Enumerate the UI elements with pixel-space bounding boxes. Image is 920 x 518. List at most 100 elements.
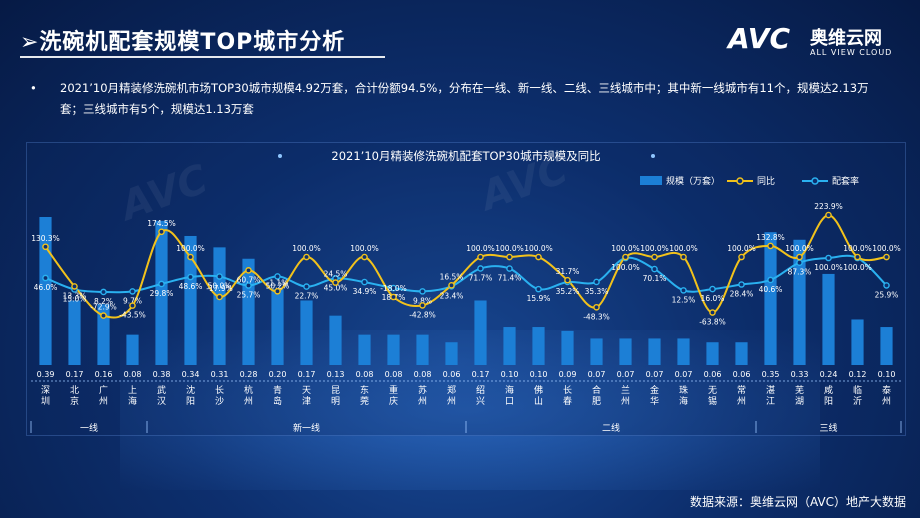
point-ratio [361,278,368,286]
logo-chinese-name: 奥维云网 [810,28,882,49]
category-label: 州 [418,396,427,407]
bar [39,217,52,365]
ratio-data-label: 12.5% [672,295,696,304]
ratio-data-label: 46.0% [34,283,58,292]
yoy-data-label: -42.8% [409,310,436,319]
category-label: 兴 [476,396,485,407]
point-yoy [274,287,281,295]
group-label: 二线 [602,422,620,434]
yoy-data-label: 100.0% [350,244,379,253]
category-label: 州 [244,396,253,407]
point-yoy [535,253,542,261]
chart-title: 2021’10月精装修洗碗机配套TOP30城市规模及同比 [331,149,600,163]
point-yoy [738,253,745,261]
category-label: 郑 [447,384,456,396]
category-label: 州 [882,396,891,407]
logo-english-name: ALL VIEW CLOUD [810,48,893,57]
ratio-data-label: 100.0% [814,263,843,272]
page-title: ➢洗碗机配套规模TOP城市分析 [20,30,346,55]
category-label: 长 [563,384,572,396]
bar-value-label: 0.06 [733,370,751,379]
category-label: 海 [505,384,514,396]
point-yoy [593,303,600,311]
ratio-data-label: 16.0% [701,294,725,303]
category-label: 州 [737,396,746,407]
legend-label: 配套率 [832,175,859,187]
category-label: 咸 [824,384,833,396]
bar-value-label: 0.08 [356,370,374,379]
yoy-data-label: 100.0% [727,244,756,253]
yoy-data-label: 174.5% [147,219,176,228]
data-source: 数据来源：奥维云网（AVC）地产大数据 [689,495,906,509]
ratio-data-label: 25.7% [237,290,261,299]
category-label: 沂 [853,395,862,407]
legend-label: 规模（万套） [666,175,720,187]
brand-logo: AVC 奥维云网 ALL VIEW CLOUD [728,22,898,62]
bar [416,334,429,365]
yoy-data-label: -17.9% [206,284,233,293]
ratio-data-label: 22.7% [295,292,319,301]
yoy-data-label: 100.0% [640,244,669,253]
category-label: 上 [128,385,137,396]
point-yoy [680,253,687,261]
bar [677,338,690,365]
summary-text: 2021’10月精装修洗碗机市场TOP30城市规模4.92万套，合计份额94.5… [60,81,869,116]
legend-marker-ratio [811,177,819,185]
ratio-data-label: 15.9% [527,294,551,303]
point-yoy [709,309,716,316]
yoy-data-label: 24.5% [324,270,348,279]
bar-value-label: 0.38 [153,370,171,379]
yoy-data-label: -72.9% [90,303,117,312]
bar [764,232,777,365]
category-label: 深 [41,385,50,396]
bar-value-label: 0.17 [66,370,84,379]
category-label: 绍 [476,384,485,396]
point-yoy [390,293,397,301]
bar [126,334,139,365]
point-yoy [332,279,339,286]
category-label: 长 [215,384,224,396]
category-label: 江 [766,396,775,407]
category-label: 泰 [882,384,891,396]
bar-value-label: 0.17 [472,370,490,379]
group-label: 三线 [819,422,837,434]
category-label: 津 [302,396,311,407]
yoy-data-label: 13.3% [63,291,87,300]
bar [793,239,806,365]
summary-paragraph: • 2021’10月精装修洗碗机市场TOP30城市规模4.92万套，合计份额94… [30,78,890,120]
point-ratio [651,265,658,273]
group-label: 新一线 [293,422,320,434]
yoy-data-label: 100.0% [466,244,495,253]
point-ratio [709,285,716,293]
category-label: 山 [534,396,543,407]
category-label: 湛 [766,385,775,396]
bar-value-label: 0.16 [95,370,113,379]
legend-label: 同比 [757,175,775,187]
bar [184,235,197,365]
bar-value-label: 0.08 [124,370,142,379]
category-label: 明 [331,396,340,407]
point-ratio [593,278,600,286]
category-label: 圳 [41,396,50,407]
bar [329,315,342,365]
point-ratio [303,283,310,290]
category-label: 阳 [186,396,195,407]
category-label: 州 [621,396,630,407]
ratio-data-label: 50.2% [266,281,290,290]
bar-value-label: 0.09 [559,370,577,379]
yoy-data-label: 100.0% [611,244,640,253]
point-ratio [158,280,165,288]
yoy-data-label: 100.0% [872,244,901,253]
ratio-data-label: 23.4% [440,291,464,300]
point-yoy [303,253,310,261]
point-yoy [854,253,861,261]
bar [474,300,487,365]
yoy-data-label: 132.8% [756,233,785,242]
yoy-data-label: -1.1% [267,278,289,287]
bar-value-label: 0.28 [240,370,258,379]
category-label: 杭 [244,384,253,396]
bar-value-label: 0.08 [414,370,432,379]
ratio-data-label: 100.0% [843,263,872,272]
point-ratio [100,288,107,296]
